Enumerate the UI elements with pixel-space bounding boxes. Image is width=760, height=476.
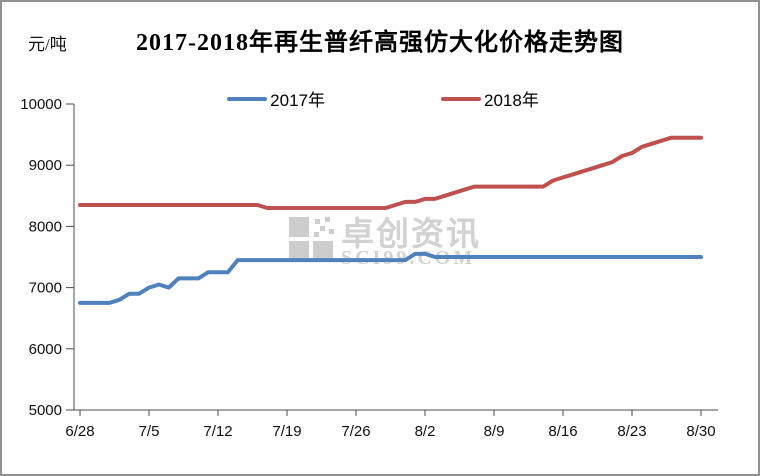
y-tick-label: 6000 <box>29 341 62 358</box>
y-tick-label: 9000 <box>29 157 62 174</box>
x-tick-label: 7/26 <box>341 423 370 440</box>
x-tick-label: 8/30 <box>686 423 715 440</box>
chart-title: 2017-2018年再生普纤高强仿大化价格走势图 <box>136 30 624 56</box>
x-tick-label: 8/23 <box>617 423 646 440</box>
chart-legend: 2017年 2018年 <box>8 86 758 111</box>
y-axis-unit-label: 元/吨 <box>28 35 67 54</box>
legend-label-2017: 2017年 <box>270 91 325 110</box>
x-tick-label: 8/2 <box>415 423 436 440</box>
x-tick-label: 7/12 <box>203 423 232 440</box>
watermark-domain: SCI99.COM <box>341 247 476 269</box>
x-tick-label: 8/16 <box>548 423 577 440</box>
legend-item-2017: 2017年 <box>227 86 325 111</box>
y-tick-label: 8000 <box>29 218 62 235</box>
watermark: 卓创资讯 SCI99.COM <box>289 217 481 268</box>
x-tick-label: 8/9 <box>484 423 505 440</box>
x-tick-label: 7/5 <box>139 423 160 440</box>
x-tick-label: 6/28 <box>65 423 94 440</box>
series-line-2018年 <box>78 135 703 210</box>
x-tick-label: 7/19 <box>272 423 301 440</box>
y-tick-label: 5000 <box>29 402 62 419</box>
y-tick-label: 7000 <box>29 280 62 297</box>
legend-swatch-2018-icon <box>441 96 481 101</box>
legend-swatch-2017-icon <box>227 96 268 101</box>
watermark-texts: 卓创资讯 SCI99.COM <box>341 217 481 268</box>
watermark-name: 卓创资讯 <box>341 215 481 252</box>
legend-label-2018: 2018年 <box>484 91 539 110</box>
legend-item-2018: 2018年 <box>441 86 539 111</box>
watermark-logo-icon <box>289 217 335 263</box>
